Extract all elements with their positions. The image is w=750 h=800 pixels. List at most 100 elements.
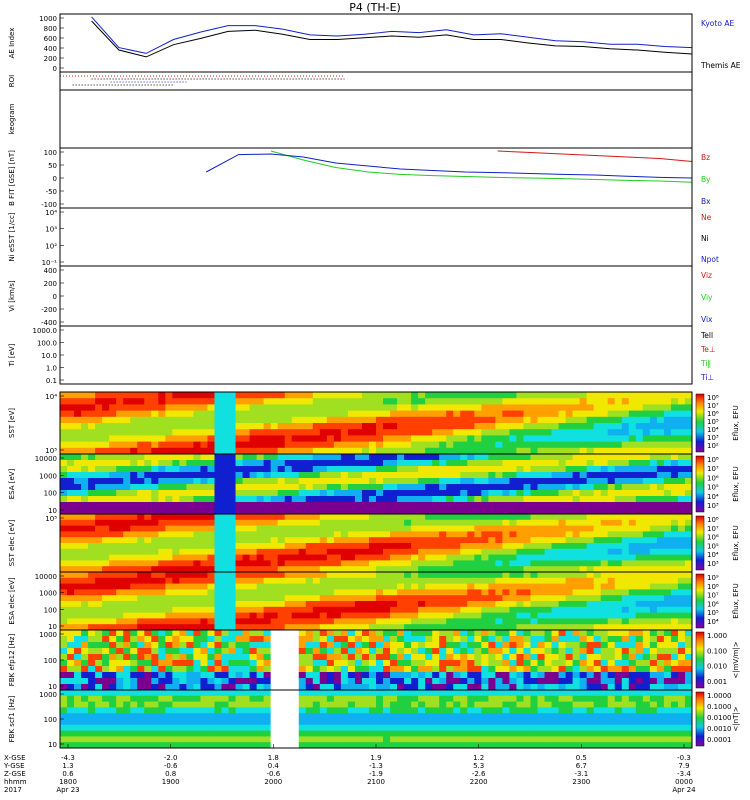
heatmap-cell	[502, 577, 510, 584]
heatmap-cell	[186, 537, 194, 544]
heatmap-cell	[376, 410, 384, 418]
heatmap-cell	[565, 548, 574, 555]
heatmap-cell	[60, 684, 68, 691]
heatmap-cell	[74, 404, 82, 411]
heatmap-cell	[221, 478, 229, 485]
heatmap-cell	[368, 410, 377, 418]
heatmap-cell	[242, 441, 250, 449]
heatmap-cell	[284, 583, 293, 590]
heatmap-cell	[474, 684, 482, 691]
heatmap-cell	[291, 447, 300, 455]
heatmap-cell	[439, 435, 447, 442]
heatmap-cell	[340, 435, 349, 442]
heatmap-cell	[151, 695, 159, 702]
heatmap-cell	[354, 548, 363, 555]
heatmap-cell	[361, 589, 370, 596]
heatmap-cell	[207, 490, 215, 497]
heatmap-cell	[67, 612, 75, 619]
heatmap-cell	[488, 537, 496, 544]
heatmap-cell	[481, 537, 489, 544]
heatmap-cell	[361, 508, 370, 515]
heatmap-cell	[558, 404, 566, 411]
heatmap-cell	[361, 392, 370, 399]
heatmap-cell	[635, 572, 644, 579]
heatmap-cell	[642, 416, 651, 424]
heatmap-cell	[439, 410, 447, 418]
heatmap-cell	[579, 502, 588, 509]
heatmap-cell	[186, 435, 194, 442]
heatmap-cell	[60, 454, 68, 461]
heatmap-cell	[642, 484, 651, 491]
heatmap-cell	[474, 496, 482, 503]
heatmap-cell	[509, 660, 517, 667]
heatmap-cell	[488, 447, 496, 455]
y-tick-label: 1000.0	[33, 327, 58, 335]
heatmap-cell	[614, 684, 623, 691]
heatmap-cell	[214, 606, 222, 613]
heatmap-cell	[551, 595, 559, 602]
heatmap-cell	[600, 531, 609, 538]
heatmap-cell	[81, 666, 89, 673]
heatmap-cell	[432, 624, 440, 631]
heatmap-cell	[221, 416, 229, 424]
heatmap-cell	[235, 416, 243, 424]
heatmap-cell	[425, 583, 433, 590]
heatmap-cell	[137, 566, 145, 573]
heatmap-cell	[663, 392, 672, 399]
heatmap-cell	[284, 630, 293, 637]
heatmap-cell	[544, 572, 552, 579]
heatmap-cell	[586, 531, 595, 538]
heatmap-cell	[256, 618, 265, 625]
heatmap-cell	[74, 447, 82, 455]
heatmap-cell	[291, 618, 300, 625]
heatmap-cell	[439, 460, 447, 467]
heatmap-cell	[186, 548, 194, 555]
heatmap-cell	[60, 736, 68, 743]
heatmap-cell	[256, 429, 265, 436]
heatmap-cell	[214, 447, 222, 455]
heatmap-cell	[60, 502, 68, 509]
heatmap-cell	[593, 624, 602, 631]
heatmap-cell	[453, 572, 461, 579]
heatmap-cell	[432, 548, 440, 555]
heatmap-cell	[270, 543, 279, 550]
heatmap-cell	[418, 612, 426, 619]
heatmap-cell	[523, 595, 531, 602]
heatmap-cell	[642, 624, 651, 631]
heatmap-cell	[544, 537, 552, 544]
heatmap-cell	[642, 410, 651, 418]
heatmap-cell	[397, 410, 405, 418]
heatmap-cell	[130, 416, 138, 424]
heatmap-cell	[263, 684, 272, 691]
heatmap-cell	[390, 684, 398, 691]
y-tick-label: 10	[48, 683, 57, 691]
heatmap-cell	[123, 514, 131, 521]
colorbar-tick: 10⁸	[707, 394, 719, 402]
heatmap-cell	[60, 654, 68, 661]
heatmap-cell	[488, 648, 496, 655]
heatmap-cell	[663, 666, 672, 673]
heatmap-cell	[256, 560, 265, 567]
heatmap-cell	[123, 707, 131, 714]
heatmap-cell	[249, 666, 258, 673]
heatmap-cell	[635, 537, 644, 544]
heatmap-cell	[291, 624, 300, 631]
heatmap-cell	[368, 612, 377, 619]
heatmap-cell	[214, 423, 222, 430]
heatmap-cell	[614, 595, 623, 602]
heatmap-cell	[677, 410, 686, 418]
heatmap-cell	[312, 460, 321, 467]
heatmap-cell	[453, 642, 461, 649]
heatmap-cell	[123, 435, 131, 442]
heatmap-cell	[474, 543, 482, 550]
heatmap-cell	[354, 554, 363, 561]
heatmap-cell	[390, 560, 398, 567]
panel-frame	[59, 71, 693, 91]
heatmap-cell	[677, 642, 686, 649]
heatmap-cell	[677, 684, 686, 691]
heatmap-cell	[502, 684, 510, 691]
y-tick-label: 100.0	[37, 340, 57, 348]
heatmap-cell	[354, 447, 363, 455]
heatmap-cell	[593, 618, 602, 625]
heatmap-cell	[228, 484, 236, 491]
